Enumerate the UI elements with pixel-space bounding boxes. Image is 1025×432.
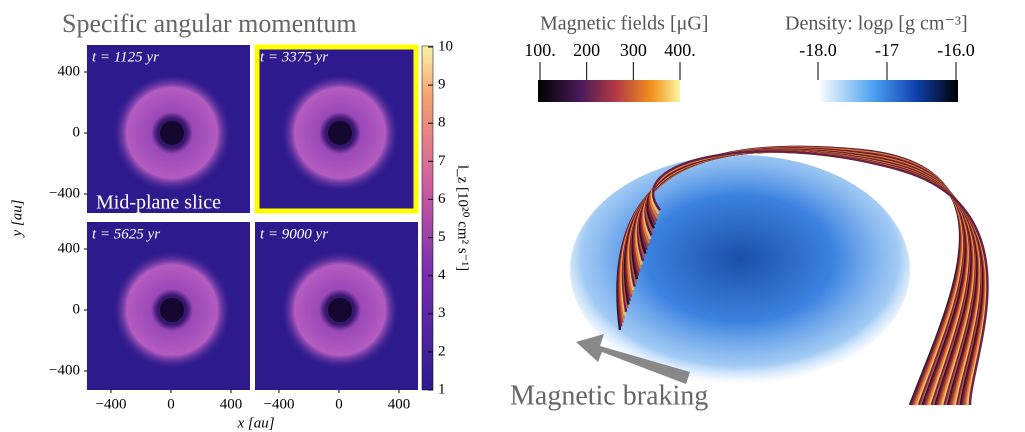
x-tick-label: −400: [96, 396, 127, 412]
panels: [87, 45, 418, 390]
colorbar-tick-label: 1: [438, 381, 446, 397]
magnetic-colorbar: [538, 80, 680, 102]
colorbar-tick-label: 9: [438, 77, 446, 93]
y-tick-label: −400: [49, 185, 80, 201]
core: [328, 121, 352, 145]
density-tick-label: -18.0: [799, 40, 837, 60]
colorbar-tick-label: 10: [438, 38, 453, 54]
x-axis-label: x [au]: [236, 415, 274, 431]
colorbar-tick-label: 4: [438, 267, 446, 283]
x-tick-label: 400: [220, 396, 243, 412]
y-tick-label: 400: [58, 63, 81, 79]
panel-time: t = 9000 yr: [260, 226, 328, 242]
panel-time: t = 3375 yr: [260, 49, 328, 65]
magnetic-tick-label: 300: [620, 40, 647, 60]
core: [160, 298, 184, 322]
density-colorbar: [818, 80, 958, 102]
left-title: Specific angular momentum: [62, 9, 357, 38]
y-tick-label: 0: [73, 301, 81, 317]
annotation: Mid-plane slice: [96, 192, 221, 214]
magnetic-label: Magnetic fields [μG]: [540, 13, 708, 35]
magnetic-tick-label: 400.: [664, 40, 696, 60]
colorbar-tick-label: 3: [438, 305, 446, 321]
panel-time: t = 5625 yr: [92, 226, 160, 242]
colorbar-tick-label: 8: [438, 115, 446, 131]
y-tick-label: 0: [73, 124, 81, 140]
density-tick-label: -16.0: [937, 40, 975, 60]
density-tick-label: -17: [875, 40, 899, 60]
figure: Specific angular momentum Mid-plane slic…: [0, 0, 1025, 432]
panel-time: t = 1125 yr: [92, 49, 159, 65]
density-label: Density: logρ [g cm⁻³]: [785, 13, 968, 35]
core: [160, 121, 184, 145]
magnetic-tick-label: 200: [573, 40, 600, 60]
y-tick-label: −400: [49, 362, 80, 378]
x-tick-label: 0: [167, 396, 175, 412]
magnetic-tick-label: 100.: [524, 40, 556, 60]
core: [328, 298, 352, 322]
colorbar-tick-label: 7: [438, 153, 446, 169]
y-tick-label: 400: [58, 240, 81, 256]
y-axis-label: y [au]: [9, 199, 25, 238]
colorbar-label: l_z [10²⁰ cm² s⁻¹]: [455, 165, 471, 271]
x-tick-label: 400: [388, 396, 411, 412]
lz-colorbar: [422, 46, 433, 390]
braking-label: Magnetic braking: [510, 380, 708, 411]
colorbar-tick-label: 5: [438, 229, 446, 245]
colorbar-tick-label: 2: [438, 343, 446, 359]
colorbar-tick-label: 6: [438, 191, 446, 207]
x-tick-label: −400: [264, 396, 295, 412]
x-tick-label: 0: [335, 396, 343, 412]
